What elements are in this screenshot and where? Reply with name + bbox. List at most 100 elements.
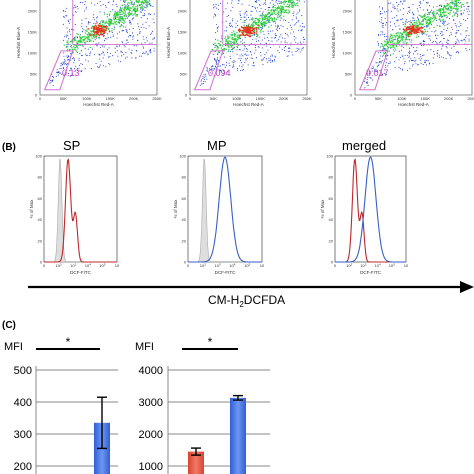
dot <box>107 37 109 39</box>
dot <box>253 21 255 23</box>
dot <box>442 20 444 22</box>
dot <box>460 25 462 27</box>
dot <box>414 61 416 63</box>
dot <box>285 11 287 13</box>
dot <box>127 15 129 17</box>
dot <box>467 5 469 8</box>
dot <box>389 54 392 56</box>
dot <box>420 62 422 65</box>
dot <box>262 59 264 61</box>
dot <box>99 37 101 39</box>
dot <box>245 53 247 55</box>
arrow-label-rest: DCFDA <box>244 293 285 307</box>
dot <box>250 43 252 45</box>
dot <box>424 13 426 15</box>
dot <box>109 11 112 13</box>
dot <box>465 30 467 32</box>
dot <box>274 37 276 39</box>
dot <box>128 8 130 10</box>
dot <box>259 17 261 20</box>
dot <box>137 4 139 6</box>
dot <box>420 42 422 44</box>
dot <box>216 60 218 62</box>
dot <box>262 64 264 66</box>
dot <box>423 28 426 31</box>
dot <box>425 1 428 3</box>
dot <box>206 70 208 72</box>
dot <box>277 27 279 29</box>
x-tick-label: 50K <box>60 96 67 101</box>
dot <box>121 30 123 32</box>
dot <box>120 51 122 53</box>
x-tick-label: 150K <box>421 96 431 101</box>
dot <box>450 57 452 59</box>
x-tick-label: 200K <box>129 96 139 101</box>
dot <box>76 42 78 45</box>
dot <box>288 6 290 9</box>
dot <box>261 12 264 14</box>
dot <box>142 53 144 55</box>
dot <box>375 62 377 64</box>
dot <box>461 12 463 14</box>
dot <box>456 30 458 32</box>
dot <box>81 25 83 27</box>
dot <box>142 47 145 49</box>
dot <box>246 14 248 16</box>
dot <box>456 8 459 11</box>
dot <box>106 13 108 16</box>
dot <box>268 40 270 42</box>
dot <box>152 18 154 20</box>
dot <box>149 3 151 6</box>
dot <box>213 53 215 55</box>
dot <box>140 55 142 57</box>
dot <box>135 13 137 16</box>
dot <box>269 7 271 9</box>
dot <box>447 7 450 9</box>
dot <box>403 8 405 10</box>
dot <box>217 39 219 41</box>
dot <box>408 52 410 54</box>
dot <box>223 64 225 66</box>
dot <box>114 21 117 23</box>
dot <box>277 25 279 27</box>
dot <box>253 61 255 63</box>
dot <box>109 56 111 58</box>
dot <box>264 2 266 4</box>
dot <box>108 63 110 65</box>
x-tick-label: 250K <box>467 96 474 101</box>
dot <box>410 21 413 24</box>
dot <box>219 71 221 73</box>
dot <box>438 54 440 56</box>
dot <box>132 38 134 40</box>
dot <box>458 41 460 43</box>
y-tick-label: 1000 <box>139 461 163 473</box>
dot <box>96 22 98 24</box>
dot <box>301 47 303 49</box>
dot <box>131 49 133 51</box>
dot <box>466 35 468 37</box>
dot <box>125 5 127 7</box>
dot <box>236 49 238 51</box>
dot <box>103 30 106 33</box>
dot <box>215 15 217 17</box>
dot <box>101 20 103 22</box>
dot <box>73 29 75 31</box>
dot <box>408 10 410 12</box>
dot <box>231 46 233 48</box>
dot <box>209 69 211 71</box>
dot <box>133 7 135 9</box>
significance-marker: * <box>66 335 71 349</box>
dot <box>424 59 426 62</box>
dot <box>260 26 263 29</box>
dot <box>293 11 295 13</box>
dot <box>62 67 65 70</box>
dot <box>87 60 89 62</box>
dot <box>234 33 237 36</box>
dot <box>119 9 121 12</box>
dot <box>145 2 147 4</box>
dot <box>382 27 384 29</box>
dot <box>139 8 142 10</box>
dot <box>271 54 273 56</box>
dot <box>295 16 297 18</box>
